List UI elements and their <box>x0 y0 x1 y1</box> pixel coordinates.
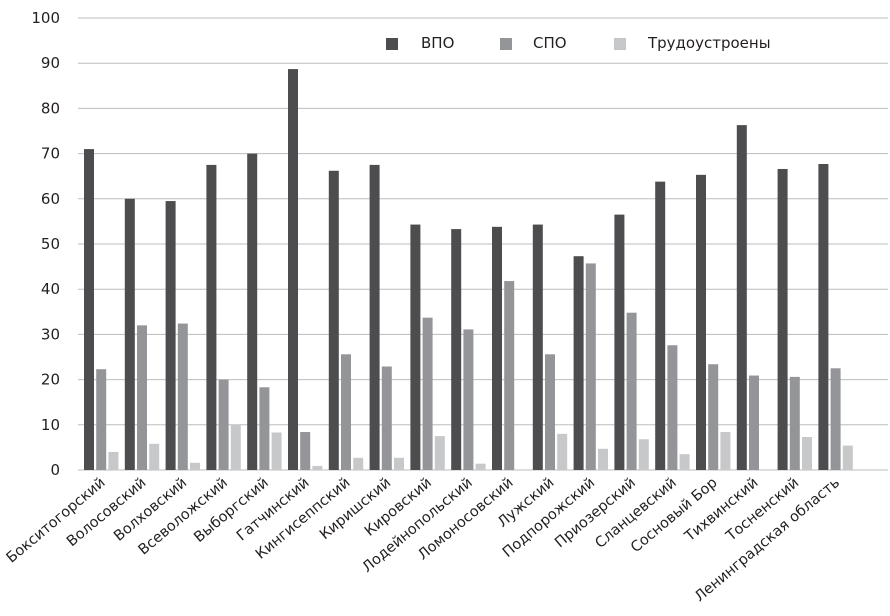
bar-spo <box>463 329 474 470</box>
bar-spo <box>422 317 433 470</box>
bar-employed <box>312 465 323 470</box>
bar-spo <box>830 368 841 470</box>
legend-swatch-vpo <box>386 38 398 50</box>
bar-employed <box>108 451 119 470</box>
bar-employed <box>149 443 160 470</box>
y-tick-label: 80 <box>41 99 60 117</box>
bar-employed <box>353 457 364 470</box>
y-axis-ticks: 0 10 20 30 40 50 60 70 80 90 100 <box>31 9 60 479</box>
x-axis-labels: БокситогорскийВолосовскийВолховскийВсево… <box>4 475 843 605</box>
y-tick-label: 40 <box>41 280 60 298</box>
bar-spo <box>545 354 555 470</box>
bar-vpo <box>328 170 339 470</box>
bar-spo <box>504 281 515 470</box>
legend-swatch-employed <box>614 38 626 50</box>
bars <box>84 69 853 471</box>
bar-spo <box>749 375 759 470</box>
bar-vpo <box>165 201 176 470</box>
bar-employed <box>230 424 241 470</box>
y-tick-label: 70 <box>41 145 60 163</box>
bar-vpo <box>206 164 217 470</box>
bar-vpo <box>84 149 94 470</box>
bar-vpo <box>124 198 135 471</box>
bar-vpo <box>736 125 747 471</box>
bar-employed <box>638 439 649 470</box>
bar-vpo <box>369 164 380 470</box>
y-tick-label: 100 <box>31 9 60 27</box>
bar-spo <box>300 432 311 470</box>
bar-vpo <box>777 168 788 470</box>
bar-spo <box>137 325 147 470</box>
bar-employed <box>802 437 812 470</box>
bar-spo <box>259 387 270 470</box>
y-tick-label: 50 <box>41 235 60 253</box>
bar-employed <box>557 433 568 470</box>
bar-employed <box>271 432 282 470</box>
bar-vpo <box>247 153 258 470</box>
bar-employed <box>720 432 731 470</box>
bar-vpo <box>696 174 706 470</box>
legend-swatch-spo <box>500 38 512 50</box>
bar-employed <box>190 462 200 470</box>
y-tick-label: 10 <box>41 416 60 434</box>
legend-label-vpo: ВПО <box>421 34 454 52</box>
bar-vpo <box>288 69 298 471</box>
bar-employed <box>842 445 853 470</box>
bar-employed <box>434 436 445 470</box>
bar-spo <box>177 323 188 470</box>
legend-label-employed: Трудоустроены <box>647 34 771 52</box>
y-tick-label: 90 <box>41 54 60 72</box>
gridlines <box>78 17 888 471</box>
bar-vpo <box>492 226 502 470</box>
bar-spo <box>789 376 800 470</box>
y-tick-label: 0 <box>50 461 60 479</box>
bar-spo <box>218 379 229 470</box>
bar-employed <box>679 454 690 470</box>
bar-vpo <box>614 214 625 470</box>
bar-employed <box>475 463 486 470</box>
y-tick-label: 30 <box>41 325 60 343</box>
bar-spo <box>667 345 678 470</box>
bar-vpo <box>818 163 829 470</box>
bar-vpo <box>451 229 462 470</box>
bar-vpo <box>655 181 666 470</box>
bar-vpo <box>532 224 543 470</box>
bar-employed <box>394 457 404 470</box>
bar-spo <box>585 263 596 470</box>
bar-spo <box>341 354 351 470</box>
bar-vpo <box>573 256 584 470</box>
bar-spo <box>626 312 637 470</box>
bar-spo <box>381 366 392 470</box>
y-tick-label: 60 <box>41 190 60 208</box>
legend: ВПО СПО Трудоустроены <box>386 34 771 52</box>
y-tick-label: 20 <box>41 371 60 389</box>
bar-vpo <box>410 224 421 470</box>
legend-label-spo: СПО <box>533 34 567 52</box>
bar-spo <box>96 369 107 470</box>
bar-spo <box>708 364 719 470</box>
bar-employed <box>598 448 608 470</box>
